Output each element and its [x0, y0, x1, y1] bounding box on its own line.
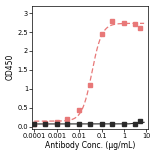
Y-axis label: OD450: OD450	[6, 54, 15, 80]
X-axis label: Antibody Conc. (µg/mL): Antibody Conc. (µg/mL)	[45, 141, 135, 150]
